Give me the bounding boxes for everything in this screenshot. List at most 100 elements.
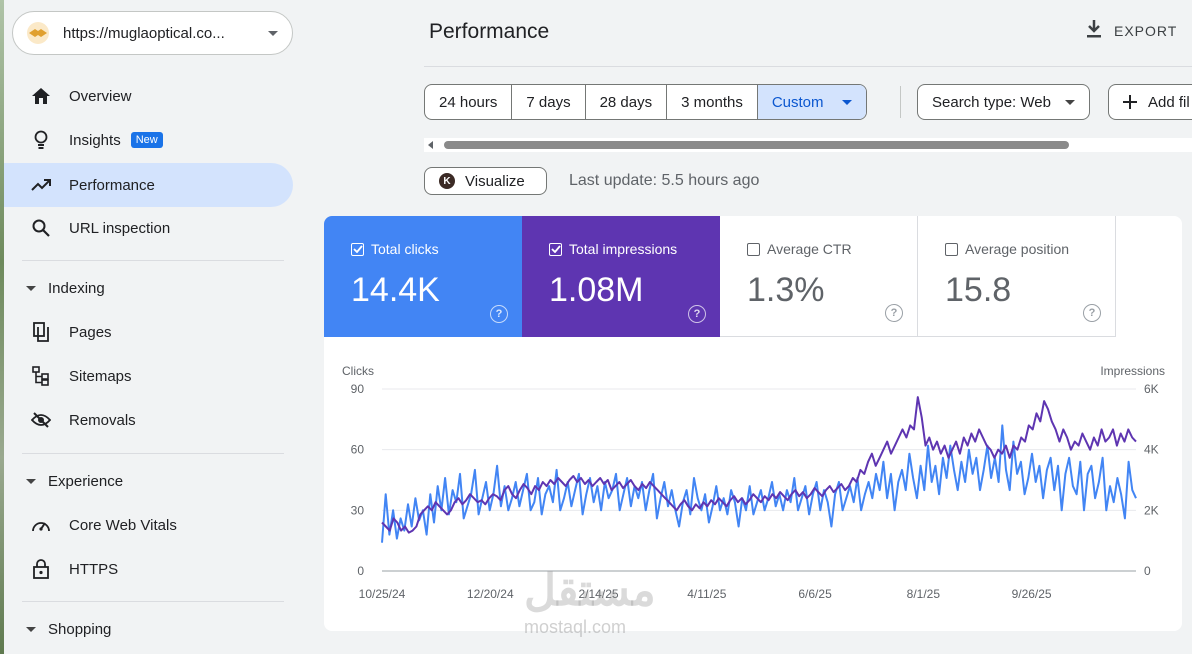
left-tick-label: 60 xyxy=(351,443,365,457)
section-shopping[interactable]: Shopping xyxy=(4,614,111,644)
left-tick-label: 90 xyxy=(351,382,365,396)
add-filter-label: Add fil xyxy=(1148,93,1190,111)
checkbox-checked-icon[interactable] xyxy=(549,242,562,256)
sidebar-item-label: Pages xyxy=(69,323,112,341)
section-label: Shopping xyxy=(48,620,112,638)
x-tick-label: 4/11/25 xyxy=(687,587,726,601)
sidebar-item-label: Overview xyxy=(69,87,132,105)
right-axis-label: Impressions xyxy=(1100,364,1165,378)
visualize-button[interactable]: K Visualize xyxy=(424,167,547,195)
sidebar-item-removals[interactable]: Removals xyxy=(4,398,293,442)
section-label: Experience xyxy=(48,472,124,490)
help-icon[interactable]: ? xyxy=(885,304,903,322)
speed-gauge-icon xyxy=(30,514,52,536)
range-7-days-button[interactable]: 7 days xyxy=(512,85,586,119)
right-tick-label: 0 xyxy=(1144,564,1151,578)
divider xyxy=(22,453,284,454)
date-range-selector: 24 hours 7 days 28 days 3 months Custom xyxy=(424,84,867,120)
checkbox-unchecked-icon[interactable] xyxy=(747,242,760,256)
range-28-days-button[interactable]: 28 days xyxy=(586,85,668,119)
metric-value: 15.8 xyxy=(945,271,1012,309)
metric-value: 1.3% xyxy=(747,271,825,309)
metric-label: Average position xyxy=(965,241,1070,257)
export-label: EXPORT xyxy=(1114,22,1178,39)
help-icon[interactable]: ? xyxy=(490,305,508,323)
metric-card-average-ctr[interactable]: Average CTR 1.3% ? xyxy=(720,216,918,337)
trending-up-icon xyxy=(30,174,52,196)
metric-card-average-position[interactable]: Average position 15.8 ? xyxy=(918,216,1116,337)
sidebar-item-performance[interactable]: Performance xyxy=(4,163,293,207)
section-experience[interactable]: Experience xyxy=(4,466,123,496)
help-icon[interactable]: ? xyxy=(1083,304,1101,322)
right-tick-label: 6K xyxy=(1144,382,1159,396)
sidebar-item-url-inspection[interactable]: URL inspection xyxy=(4,206,293,250)
home-icon xyxy=(30,85,52,107)
sidebar-item-label: Core Web Vitals xyxy=(69,516,177,534)
section-indexing[interactable]: Indexing xyxy=(4,273,105,303)
section-label: Indexing xyxy=(48,279,105,297)
metric-label: Total clicks xyxy=(371,241,439,257)
metric-value: 14.4K xyxy=(351,271,440,309)
range-24-hours-button[interactable]: 24 hours xyxy=(425,85,513,119)
caret-down-icon xyxy=(26,285,36,291)
search-icon xyxy=(30,217,52,239)
range-custom-button[interactable]: Custom xyxy=(757,85,866,119)
metric-card-total-impressions[interactable]: Total impressions 1.08M ? xyxy=(522,216,720,337)
sidebar: https://muglaoptical.co... Overview Insi… xyxy=(4,0,304,654)
chevron-down-icon xyxy=(268,30,278,36)
sidebar-item-overview[interactable]: Overview xyxy=(4,74,293,118)
sidebar-item-core-web-vitals[interactable]: Core Web Vitals xyxy=(4,503,293,547)
scroll-left-icon[interactable] xyxy=(428,141,433,149)
sidebar-item-https[interactable]: HTTPS xyxy=(4,547,293,591)
search-type-dropdown[interactable]: Search type: Web xyxy=(917,84,1090,120)
scrollbar-thumb[interactable] xyxy=(444,141,1069,149)
range-3-months-button[interactable]: 3 months xyxy=(667,85,758,119)
sidebar-item-sitemaps[interactable]: Sitemaps xyxy=(4,354,293,398)
series-line-clicks xyxy=(381,424,1137,543)
left-tick-label: 30 xyxy=(351,503,365,517)
checkbox-checked-icon[interactable] xyxy=(351,242,364,256)
caret-down-icon xyxy=(841,99,852,105)
left-tick-label: 0 xyxy=(357,564,364,578)
property-selector[interactable]: https://muglaoptical.co... xyxy=(12,11,293,55)
horizontal-scrollbar[interactable] xyxy=(424,138,1192,152)
left-axis-label: Clicks xyxy=(342,364,374,378)
sidebar-item-pages[interactable]: Pages xyxy=(4,310,293,354)
lightbulb-icon xyxy=(30,129,52,151)
caret-down-icon xyxy=(26,626,36,632)
metric-label: Total impressions xyxy=(569,241,678,257)
last-update-text: Last update: 5.5 hours ago xyxy=(569,172,760,189)
add-filter-button[interactable]: Add fil xyxy=(1108,84,1192,120)
desktop-edge xyxy=(0,0,4,654)
right-tick-label: 4K xyxy=(1144,443,1159,457)
performance-panel: Total clicks 14.4K ? Total impressions 1… xyxy=(324,216,1182,631)
sidebar-item-label: Removals xyxy=(69,411,136,429)
visibility-off-icon xyxy=(30,409,52,431)
x-tick-label: 9/26/25 xyxy=(1012,587,1052,601)
x-tick-label: 8/1/25 xyxy=(907,587,941,601)
sidebar-item-label: Insights xyxy=(69,131,121,149)
x-tick-label: 2/14/25 xyxy=(579,587,619,601)
export-button[interactable]: EXPORT xyxy=(1086,20,1177,41)
performance-chart: Clicks Impressions 90 60 30 0 6K 4K 2K 0 10/25… xyxy=(342,364,1165,601)
filter-separator xyxy=(900,86,901,118)
lock-icon xyxy=(30,558,52,580)
page-title: Performance xyxy=(429,20,550,43)
caret-down-icon xyxy=(1064,99,1075,105)
metric-label: Average CTR xyxy=(767,241,852,257)
new-badge: New xyxy=(130,132,163,148)
x-tick-label: 6/6/25 xyxy=(798,587,832,601)
metric-card-total-clicks[interactable]: Total clicks 14.4K ? xyxy=(324,216,522,337)
sidebar-item-label: Performance xyxy=(69,176,155,194)
extension-k-icon: K xyxy=(439,173,455,189)
range-custom-label: Custom xyxy=(771,93,824,111)
search-type-label: Search type: Web xyxy=(932,93,1051,111)
series-line-impressions xyxy=(381,396,1137,534)
checkbox-unchecked-icon[interactable] xyxy=(945,242,958,256)
sidebar-item-insights[interactable]: Insights New xyxy=(4,118,293,162)
property-url: https://muglaoptical.co... xyxy=(63,24,225,42)
caret-down-icon xyxy=(26,478,36,484)
watermark-logo: مستقل xyxy=(524,566,656,615)
site-logo-icon xyxy=(27,22,49,44)
help-icon[interactable]: ? xyxy=(688,305,706,323)
